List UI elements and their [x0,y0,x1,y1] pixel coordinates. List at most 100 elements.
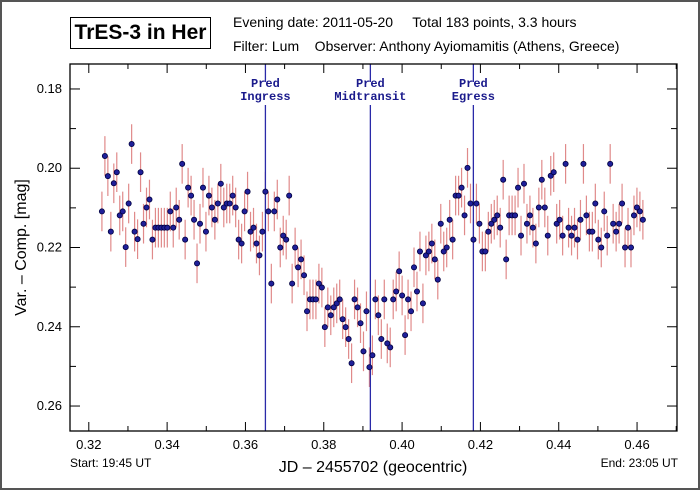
data-points [98,141,646,371]
data-point [315,280,322,287]
data-point [541,204,548,211]
data-point [304,308,311,315]
data-point [202,228,209,235]
data-point [101,152,108,159]
data-point [622,244,629,251]
x-tick-label: 0.44 [546,437,571,452]
data-point [526,212,533,219]
data-point [538,176,545,183]
data-point [592,200,599,207]
observation-info-line1: Evening date: 2011-05-20 Total 183 point… [233,14,577,30]
data-point [197,220,204,227]
data-point [630,212,637,219]
data-point [211,216,218,223]
data-point [619,200,626,207]
data-point [497,224,504,231]
data-point [360,348,367,355]
data-point [321,324,328,331]
y-tick-label: 0.24 [37,319,62,334]
data-point [289,280,296,287]
data-point [476,220,483,227]
data-point [342,324,349,331]
data-point [580,160,587,167]
data-point [170,224,177,231]
data-point [244,188,251,195]
pred-egress-label: Egress [452,90,495,104]
data-point [247,228,254,235]
data-point [113,169,120,176]
data-point [214,200,221,207]
data-point [595,236,602,243]
x-tick-label: 0.46 [624,437,649,452]
y-tick-label: 0.26 [37,398,62,413]
x-tick-label: 0.36 [233,437,258,452]
data-point [301,272,308,279]
data-point [461,212,468,219]
data-point [336,296,343,303]
data-point [137,169,144,176]
data-point [402,332,409,339]
data-point [455,192,462,199]
data-point [262,188,269,195]
chart-title: TrES-3 in Her [70,17,211,49]
data-point [633,204,640,211]
data-point [330,304,337,311]
data-point [523,220,530,227]
data-point [437,220,444,227]
data-point [607,160,614,167]
data-point [431,256,438,263]
data-point [327,312,334,319]
data-point [199,184,206,191]
data-point [601,208,608,215]
data-point [390,296,397,303]
pred-midtransit-label: Pred [356,77,385,91]
data-point [467,200,474,207]
data-point [470,236,477,243]
data-point [393,288,400,295]
data-point [419,300,426,307]
data-point [446,216,453,223]
data-point [280,232,287,239]
data-point [396,268,403,275]
data-point [529,224,536,231]
data-point [604,232,611,239]
data-point [220,204,227,211]
data-point [238,240,245,247]
data-point [292,244,299,251]
data-point [482,248,489,255]
data-point [119,208,126,215]
data-point [416,248,423,255]
data-point [271,208,278,215]
data-point [235,236,242,243]
data-point [449,236,456,243]
data-point [131,228,138,235]
data-point [500,176,507,183]
data-point [532,240,539,247]
data-point [428,240,435,247]
data-point [574,236,581,243]
data-point [167,208,174,215]
data-point [535,204,542,211]
data-point [110,180,117,187]
data-point [422,252,429,259]
data-point [217,180,224,187]
data-point [485,228,492,235]
data-point [354,304,361,311]
data-point [295,264,302,271]
x-tick-label: 0.42 [468,437,493,452]
x-tick-label: 0.34 [154,437,179,452]
data-point [268,280,275,287]
data-point [185,184,192,191]
data-point [639,216,646,223]
data-point [413,288,420,295]
data-point [179,160,186,167]
data-point [375,312,382,319]
data-point [149,236,156,243]
data-point [140,220,147,227]
data-point [250,224,257,231]
data-point [345,336,352,343]
data-point [488,220,495,227]
x-tick-label: 0.38 [311,437,336,452]
data-point [520,180,527,187]
